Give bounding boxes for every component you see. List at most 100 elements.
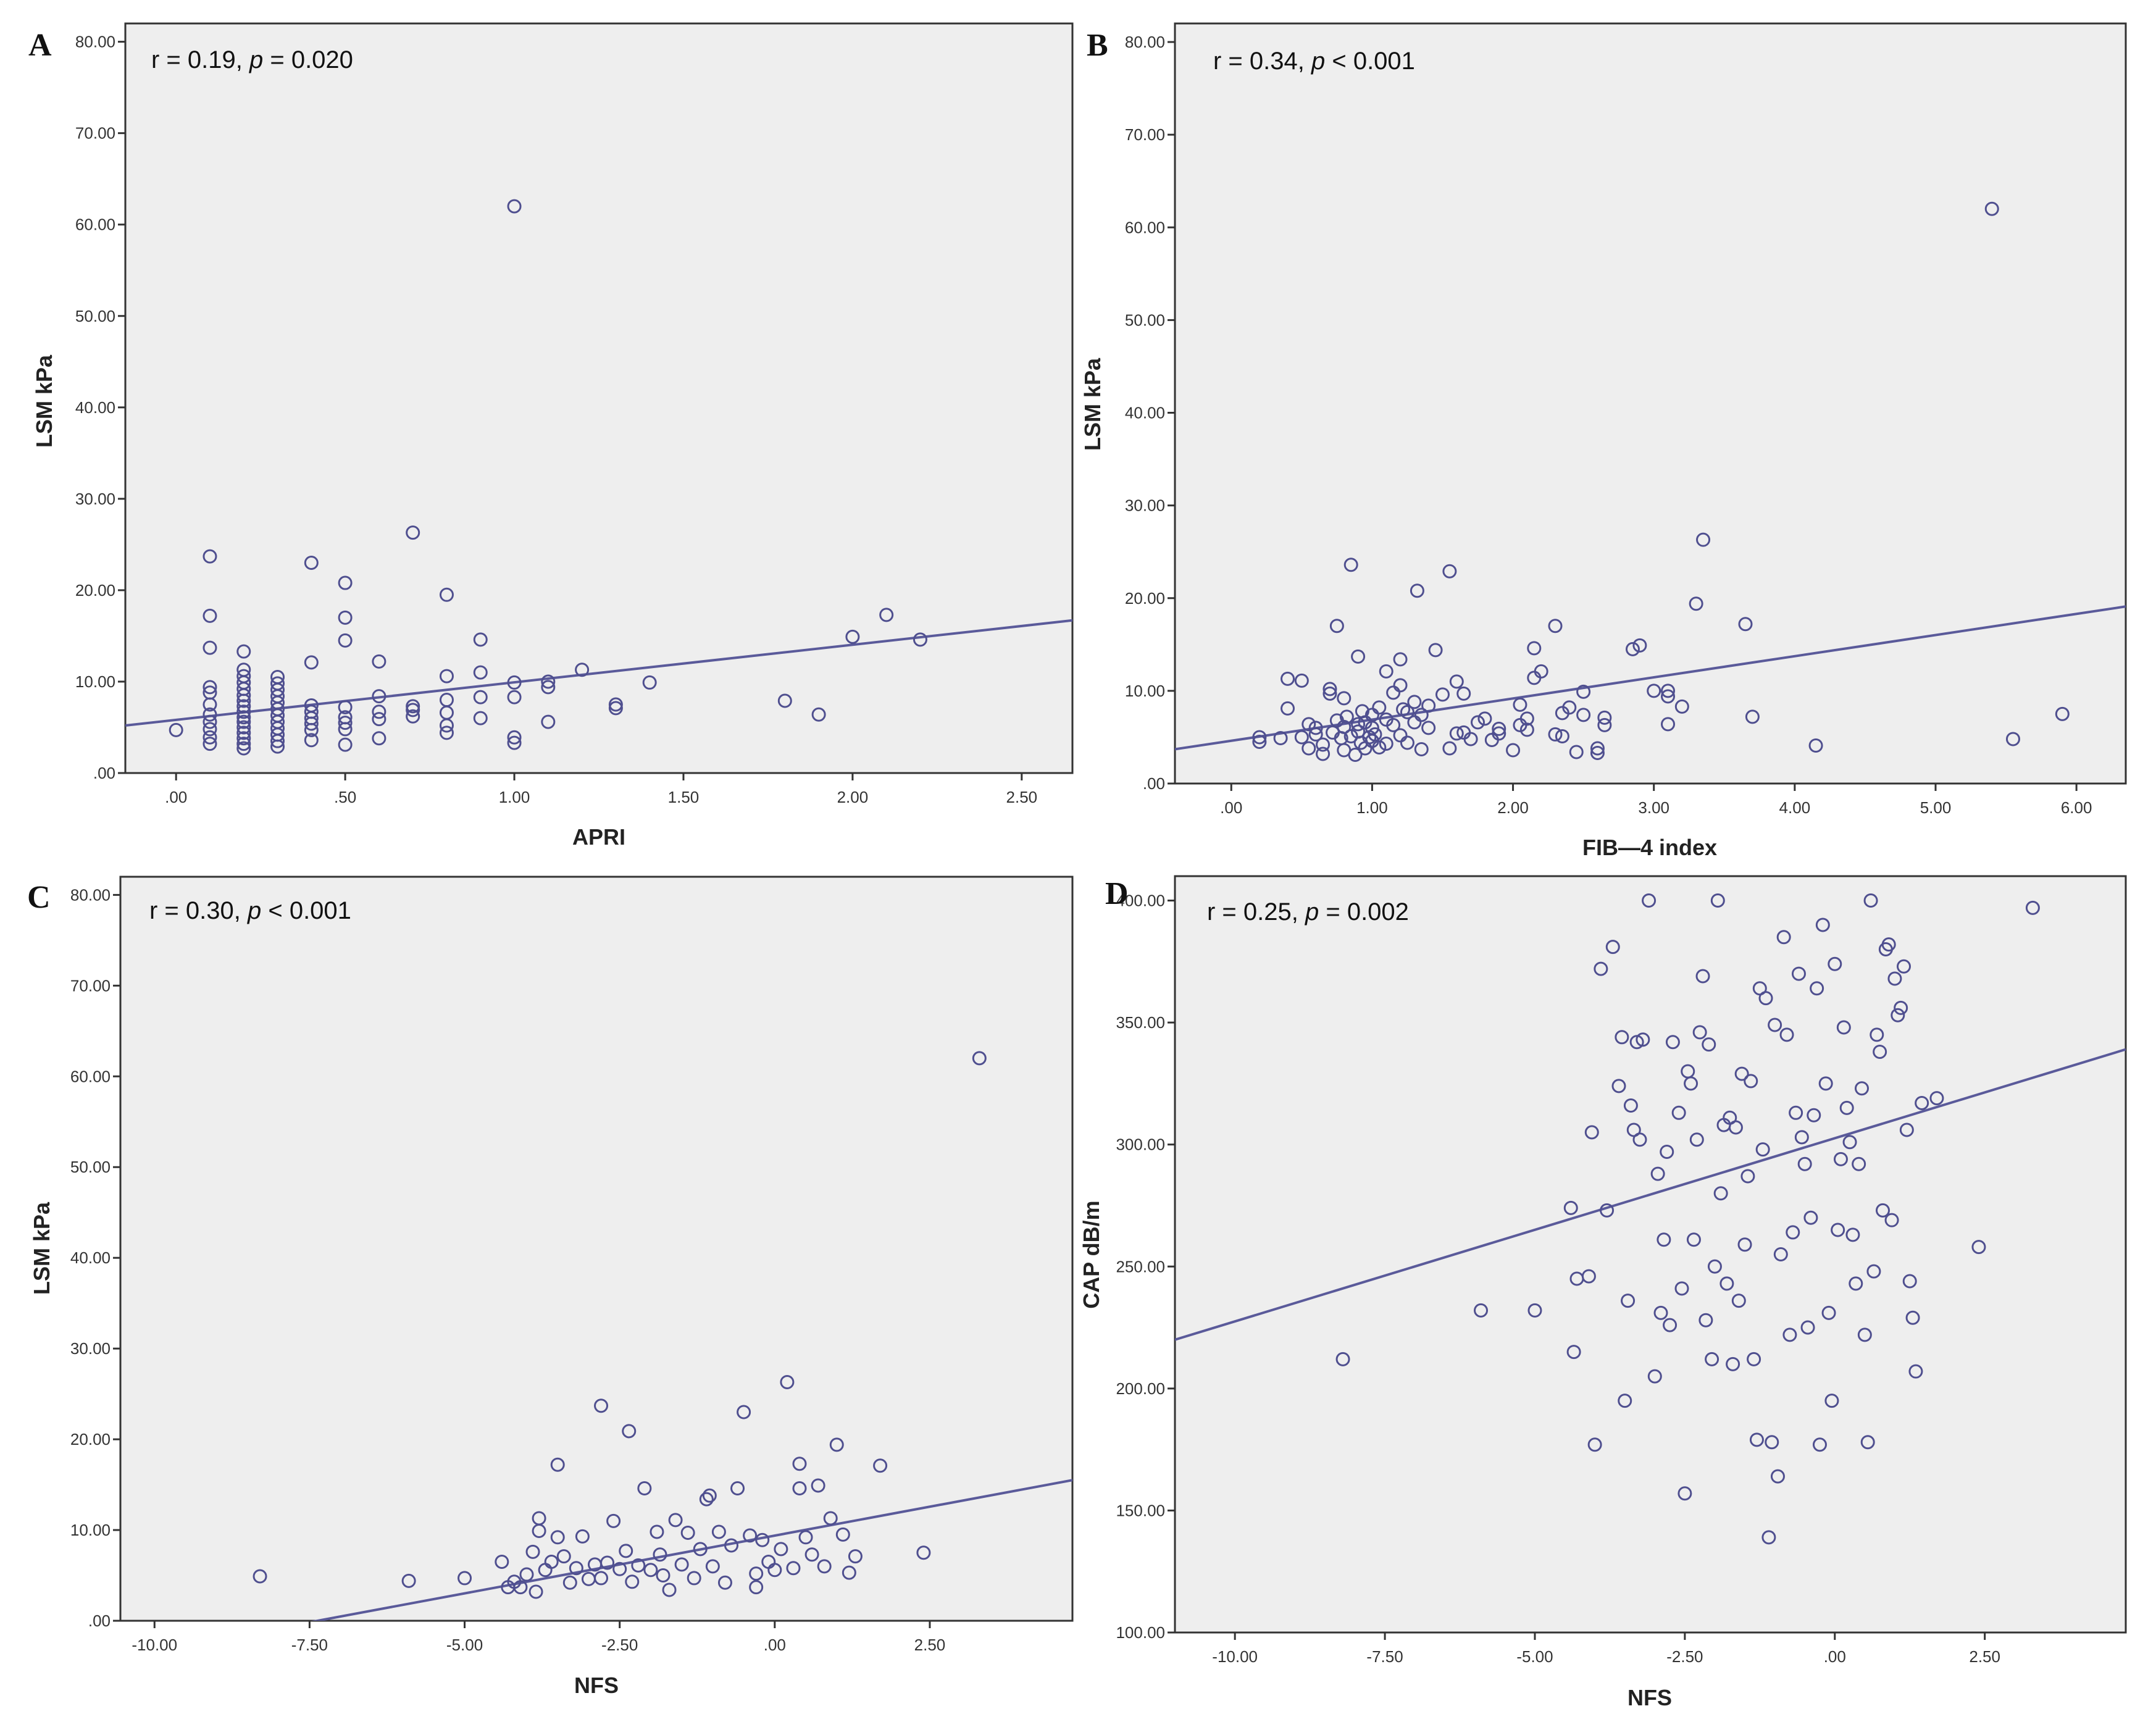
data-point — [792, 1481, 807, 1495]
data-point — [507, 675, 522, 690]
data-point — [1863, 893, 1878, 908]
data-point — [1400, 735, 1414, 750]
data-point — [1410, 583, 1424, 598]
data-point — [507, 199, 522, 214]
data-point — [270, 734, 285, 748]
data-point — [236, 704, 251, 719]
data-point — [253, 1569, 267, 1584]
data-point — [473, 711, 488, 725]
x-tick-label: 1.00 — [1356, 798, 1388, 817]
data-point — [1308, 727, 1323, 742]
data-point — [1803, 1210, 1818, 1225]
data-point — [730, 1481, 745, 1495]
data-point — [1692, 1025, 1707, 1040]
data-point — [1797, 1156, 1812, 1171]
data-point — [1576, 708, 1591, 722]
data-point — [1984, 201, 1999, 216]
data-point — [1600, 1203, 1615, 1218]
data-point — [575, 663, 590, 677]
data-point — [1647, 1369, 1662, 1384]
data-point — [1584, 1125, 1599, 1140]
data-point — [1857, 1327, 1872, 1342]
data-point — [656, 1568, 671, 1583]
data-point — [643, 1563, 658, 1578]
x-tick-label: .00 — [1824, 1647, 1846, 1666]
data-point — [829, 1437, 844, 1452]
data-point — [687, 1571, 701, 1586]
data-point — [406, 703, 420, 717]
data-point — [1755, 1142, 1770, 1157]
data-point — [372, 704, 386, 719]
data-point — [1794, 1130, 1809, 1145]
data-point — [473, 690, 488, 704]
panel-b: .00 10.00 20.00 30.00 40.00 50.00 60.00 70.00 80… — [1080, 22, 2127, 860]
x-tick-label: -5.00 — [446, 1636, 483, 1654]
data-point — [1548, 727, 1563, 742]
x-axis-label: APRI — [572, 824, 625, 850]
y-tick-label: 70.00 — [1125, 125, 1165, 144]
data-point — [1611, 1079, 1626, 1093]
data-point — [1302, 717, 1316, 732]
data-point — [1702, 1037, 1716, 1052]
data-point — [1316, 737, 1331, 752]
data-point — [1252, 734, 1267, 749]
data-point — [1513, 697, 1527, 712]
x-tick-label: -2.50 — [601, 1636, 638, 1654]
data-point — [1456, 686, 1471, 701]
x-tick-label: 4.00 — [1779, 798, 1811, 817]
y-tick-label: 40.00 — [1125, 404, 1165, 422]
data-point — [823, 1511, 838, 1526]
data-point — [1705, 1352, 1719, 1366]
data-point — [1671, 1105, 1686, 1120]
data-point — [1870, 1027, 1884, 1042]
data-point — [1351, 649, 1366, 664]
data-point — [1713, 1186, 1728, 1201]
data-point — [1650, 1166, 1665, 1181]
data-point — [1435, 687, 1450, 702]
data-point — [743, 1528, 758, 1543]
x-tick-label: 1.00 — [499, 788, 530, 806]
data-point — [1368, 727, 1382, 742]
data-point — [1615, 1030, 1629, 1045]
data-point — [1428, 643, 1443, 658]
y-tick-label: 40.00 — [75, 398, 115, 417]
data-point — [774, 1542, 788, 1557]
data-point — [236, 693, 251, 708]
data-point — [1873, 1045, 1887, 1060]
x-tick-label: -7.50 — [291, 1636, 328, 1654]
data-point — [338, 737, 353, 752]
data-point — [338, 722, 353, 737]
data-point — [1726, 1357, 1740, 1371]
data-point — [1897, 959, 1912, 974]
data-point — [1407, 695, 1422, 709]
data-point — [798, 1530, 813, 1545]
data-point — [236, 710, 251, 725]
data-point — [972, 1051, 987, 1066]
data-point — [1849, 1276, 1863, 1291]
data-point — [1414, 742, 1429, 756]
data-point — [845, 629, 860, 644]
data-point — [842, 1565, 856, 1580]
data-point — [1773, 1247, 1788, 1261]
data-point — [1372, 740, 1387, 755]
y-tick-label: 70.00 — [75, 124, 115, 143]
data-point — [1786, 1225, 1800, 1240]
data-point — [372, 712, 386, 727]
data-point — [1527, 1303, 1542, 1318]
data-point — [1661, 717, 1676, 732]
data-point — [1506, 743, 1521, 758]
data-point — [1590, 741, 1605, 756]
data-point — [767, 1563, 782, 1578]
data-point — [236, 725, 251, 740]
p-symbol: p — [249, 46, 263, 73]
data-point — [1548, 619, 1563, 633]
x-tick-label: 6.00 — [2061, 798, 2092, 817]
data-point — [1836, 1020, 1851, 1035]
data-point — [1707, 1259, 1722, 1274]
data-point — [1731, 1294, 1746, 1308]
x-tick-label: -10.00 — [132, 1636, 177, 1654]
data-point — [1884, 1213, 1899, 1227]
p-value-text: = 0.020 — [263, 46, 353, 73]
data-point — [458, 1571, 472, 1586]
data-point — [619, 1544, 633, 1558]
